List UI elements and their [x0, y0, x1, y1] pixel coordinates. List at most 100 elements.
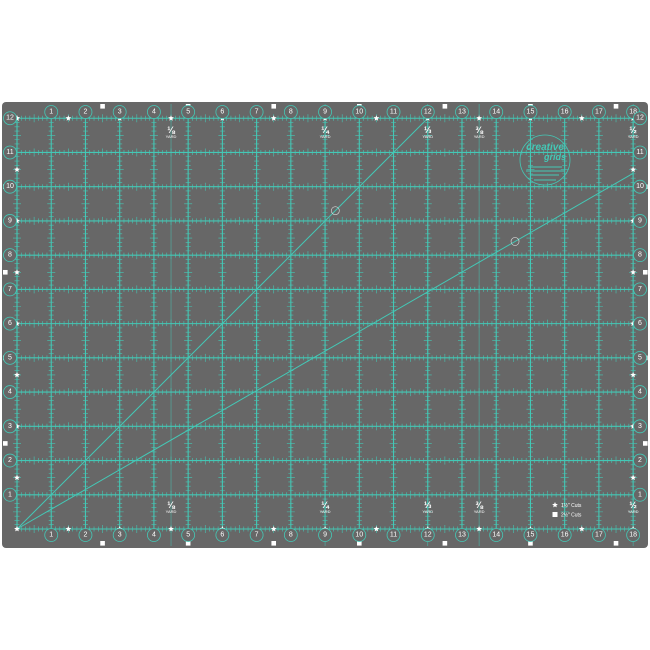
- number-circle: [112, 528, 127, 542]
- number-circle: [78, 528, 93, 542]
- star-icon: [630, 372, 636, 378]
- ruler-number: 3: [8, 423, 12, 430]
- logo-text-1: creative: [526, 142, 564, 153]
- ruler-number: 12: [6, 115, 14, 122]
- number-circle: [318, 528, 332, 542]
- number-circle: [557, 105, 572, 119]
- angle-lines: [16, 117, 634, 530]
- yard-labels: ⅛YARD⅛YARD¼YARD¼YARD⅓YARD⅓YARD⅜YARD⅜YARD…: [166, 125, 639, 514]
- square-icon: [643, 441, 648, 446]
- number-circle: [633, 282, 647, 297]
- number-circle: [3, 419, 17, 434]
- ruler-number: 5: [186, 532, 190, 539]
- number-circle: [489, 528, 504, 542]
- ruler-number: 14: [492, 109, 500, 116]
- ruler-number: 7: [255, 109, 259, 116]
- square-icon: [271, 104, 277, 109]
- star-icon: [65, 526, 72, 532]
- ruler-number: 18: [629, 109, 637, 116]
- ruler-number: 5: [186, 109, 190, 116]
- square-icon: [643, 269, 648, 275]
- number-circle: [592, 105, 606, 119]
- star-icon: [14, 474, 20, 481]
- number-circle: [420, 528, 435, 542]
- ruler-number: 9: [323, 532, 327, 539]
- star-icon: [65, 115, 72, 121]
- yard-unit: YARD: [166, 134, 177, 139]
- number-circle: [420, 105, 435, 119]
- square-icon: [3, 269, 8, 275]
- yard-fraction: ½: [629, 500, 637, 510]
- square-icon: [552, 512, 558, 517]
- ruler-number: 18: [629, 532, 637, 539]
- star-icon: [168, 526, 174, 532]
- ruler-number: 2: [84, 532, 88, 539]
- yard-unit: YARD: [628, 134, 639, 139]
- square-icon: [100, 541, 105, 546]
- number-circle: [3, 487, 17, 502]
- number-circle: [633, 248, 647, 263]
- yard-fraction: ⅜: [475, 125, 483, 135]
- ruler-number: 4: [8, 389, 12, 396]
- number-circle: [3, 453, 17, 468]
- ruler-number: 6: [220, 109, 224, 116]
- ruler-number: 9: [323, 109, 327, 116]
- ruler-number: 13: [458, 532, 466, 539]
- ruler-number: 1: [638, 491, 642, 498]
- star-icon: [270, 115, 277, 121]
- number-circle: [386, 528, 401, 542]
- number-circle: [44, 528, 59, 542]
- star-icon: [630, 269, 636, 275]
- ruler-number: 8: [289, 109, 293, 116]
- star-icon: [630, 166, 636, 172]
- ruler-number: 3: [118, 109, 122, 116]
- ruler-number: 4: [152, 109, 156, 116]
- square-icon: [271, 541, 277, 546]
- number-circle: [283, 105, 298, 119]
- number-circle: [633, 214, 647, 228]
- yard-fraction: ⅛: [167, 125, 175, 135]
- yard-unit: YARD: [474, 134, 485, 139]
- ruler-number: 3: [118, 532, 122, 539]
- square-icon: [613, 541, 619, 546]
- square-icon: [185, 541, 191, 546]
- star-icon: [578, 526, 585, 532]
- star-icon: [14, 269, 20, 275]
- number-circle: [78, 105, 93, 119]
- number-circle: [633, 350, 647, 365]
- number-circle: [386, 105, 401, 119]
- ruler-number: 6: [8, 320, 12, 327]
- ruler-number: 12: [424, 109, 432, 116]
- ruler-number: 2: [638, 457, 642, 464]
- number-circle: [147, 105, 161, 119]
- ruler-number: 10: [6, 183, 14, 190]
- star-icon: [168, 115, 174, 121]
- number-circle: [3, 111, 17, 126]
- number-circle: [633, 316, 647, 331]
- ruler-number: 17: [595, 532, 603, 539]
- angle-45-marker: [331, 206, 340, 215]
- number-circle: [3, 214, 17, 228]
- yard-unit: YARD: [422, 509, 433, 514]
- number-circle: [633, 179, 647, 194]
- ruler-number: 6: [638, 320, 642, 327]
- yard-unit: YARD: [166, 509, 177, 514]
- number-circle: [626, 528, 641, 542]
- square-icon: [3, 441, 8, 446]
- number-circle: [633, 419, 647, 434]
- angle-line-30: [16, 172, 634, 530]
- ruler-number: 1: [49, 109, 53, 116]
- yard-fraction: ⅛: [167, 500, 175, 510]
- creative-grids-logo: creative grids: [519, 134, 571, 186]
- yard-unit: YARD: [320, 134, 331, 139]
- ruler-number: 17: [595, 109, 603, 116]
- ruler-number: 8: [638, 252, 642, 259]
- ruler-number: 11: [390, 532, 397, 539]
- ruler-number: 8: [289, 532, 293, 539]
- ruler-number: 9: [8, 217, 12, 224]
- number-circle: [181, 105, 196, 119]
- ruler-number: 1: [8, 491, 12, 498]
- ruler-number: 8: [8, 252, 12, 259]
- number-circle: [283, 528, 298, 542]
